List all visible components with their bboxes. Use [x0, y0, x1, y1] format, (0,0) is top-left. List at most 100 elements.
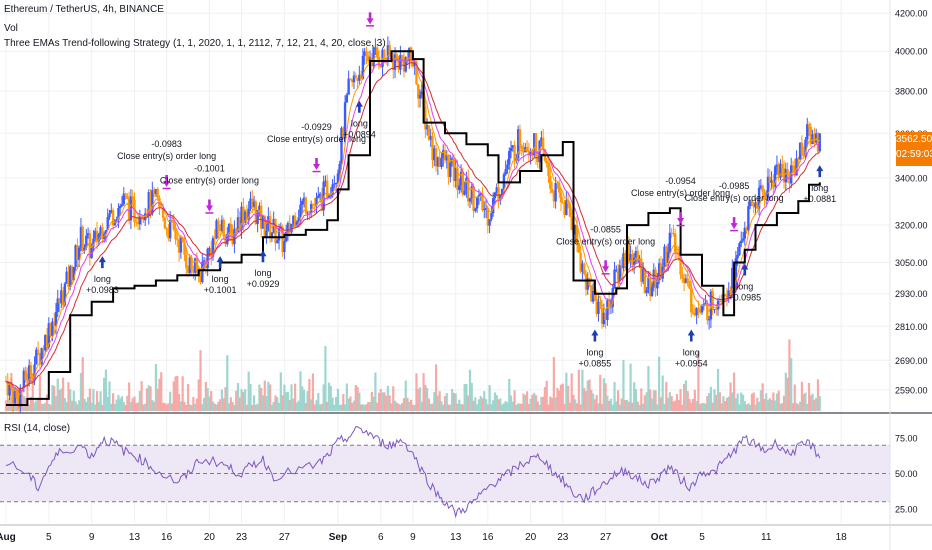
- volume-bar: [806, 403, 809, 411]
- candle-body: [586, 278, 589, 290]
- candle-body: [606, 300, 609, 320]
- volume-bar: [40, 403, 43, 411]
- volume-bar: [474, 397, 477, 411]
- volume-bar: [311, 373, 315, 411]
- candle-body: [63, 283, 67, 306]
- candle-body: [293, 215, 297, 227]
- candle-body: [698, 310, 702, 313]
- candle-body: [233, 228, 236, 245]
- candle-body: [292, 215, 295, 224]
- volume-bar: [261, 395, 265, 411]
- volume-bar: [595, 395, 598, 411]
- volume-bar: [791, 403, 795, 411]
- volume-bar: [754, 404, 757, 411]
- volume-bar: [88, 388, 91, 411]
- candle-body: [768, 176, 771, 183]
- volume-bar: [140, 381, 143, 411]
- entry-arrow-icon: [98, 256, 106, 269]
- candle-body: [740, 240, 743, 244]
- candle-body: [69, 266, 72, 287]
- candle-body: [541, 137, 545, 149]
- time-tick-label: 13: [129, 532, 141, 543]
- volume-bar: [543, 387, 547, 411]
- volume-bar: [54, 396, 58, 411]
- rsi-legend[interactable]: RSI (14, close): [4, 423, 71, 434]
- candle-body: [400, 54, 404, 59]
- volume-bar: [119, 398, 122, 411]
- volume-bar: [509, 395, 513, 411]
- candle-body: [199, 275, 202, 283]
- candle-body: [79, 226, 83, 248]
- volume-bar: [263, 380, 266, 411]
- candle-body: [213, 238, 216, 240]
- price-tick-label: 3800.00: [895, 87, 928, 97]
- volume-bar: [288, 399, 291, 411]
- volume-bar: [83, 398, 86, 411]
- volume-bar: [183, 402, 186, 411]
- volume-bar: [104, 369, 108, 411]
- symbol-legend[interactable]: Ethereum / TetherUS, 4h, BINANCE: [4, 4, 164, 15]
- volume-bar: [351, 402, 354, 411]
- candle-body: [393, 54, 397, 70]
- volume-bar: [65, 401, 68, 411]
- entry-value: +0.0985: [728, 293, 761, 303]
- candle-body: [622, 253, 625, 269]
- volume-bar: [799, 401, 802, 411]
- volume-bar: [443, 396, 447, 411]
- volume-bar: [477, 399, 481, 411]
- candle-body: [599, 301, 602, 309]
- candle-body: [284, 231, 288, 242]
- volume-bar: [736, 393, 739, 411]
- candle-body: [113, 222, 117, 226]
- rsi-band: [0, 444, 890, 503]
- candle-body: [424, 106, 427, 130]
- volume-bar: [28, 404, 31, 411]
- volume-bar: [531, 394, 534, 411]
- candle-body: [472, 186, 475, 211]
- volume-bar: [793, 384, 796, 411]
- candle-body: [324, 180, 327, 182]
- candle-body: [516, 129, 520, 159]
- candle-body: [500, 188, 504, 195]
- volume-bar: [163, 403, 166, 411]
- strategy-legend[interactable]: Three EMAs Trend-following Strategy (1, …: [4, 38, 386, 49]
- volume-bar: [581, 369, 584, 411]
- volume-legend[interactable]: Vol: [4, 23, 18, 34]
- volume-bar: [493, 392, 497, 411]
- candle-body: [413, 61, 416, 67]
- volume-bar: [761, 383, 764, 411]
- volume-bar: [545, 380, 548, 411]
- volume-bar: [442, 404, 445, 411]
- candle-body: [818, 133, 821, 152]
- volume-bar: [508, 378, 511, 411]
- candle-body: [484, 208, 488, 210]
- exit-value: -0.0929: [301, 122, 332, 132]
- candle-body: [251, 198, 254, 207]
- time-tick-label: 9: [89, 532, 95, 543]
- volume-bar: [395, 402, 398, 411]
- candle-body: [138, 216, 142, 225]
- volume-bar: [320, 403, 323, 411]
- candle-body: [336, 173, 340, 183]
- candle-body: [565, 200, 568, 216]
- candle-body: [136, 223, 140, 225]
- candle-body: [629, 254, 632, 262]
- volume-bar: [734, 398, 737, 411]
- volume-bar: [56, 378, 59, 411]
- volume-bar: [170, 403, 174, 411]
- volume-bar: [775, 393, 779, 411]
- volume-bar: [613, 382, 616, 411]
- exit-arrow-icon: [602, 260, 610, 273]
- candle-body: [802, 153, 805, 156]
- candle-body: [249, 198, 252, 209]
- candle-body: [697, 307, 700, 311]
- candle-body: [454, 167, 457, 182]
- candle-body: [311, 204, 315, 206]
- volume-bar: [358, 392, 361, 411]
- candle-body: [261, 215, 265, 229]
- volume-bar: [750, 393, 754, 411]
- candle-body: [695, 307, 698, 316]
- volume-bar: [629, 363, 632, 411]
